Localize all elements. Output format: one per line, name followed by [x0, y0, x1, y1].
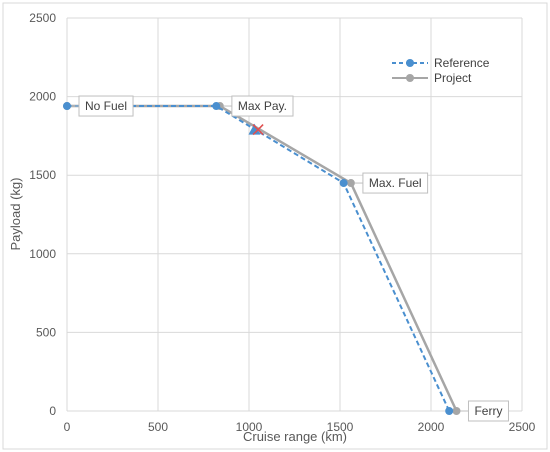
triangle-marker: [248, 123, 261, 135]
annotation-label: Max Pay.: [238, 99, 287, 113]
x-tick-label: 0: [64, 420, 71, 434]
data-point-reference: [445, 407, 454, 415]
series-group: [63, 102, 461, 415]
x-tick-label: 1000: [236, 420, 263, 434]
legend-swatch-marker: [406, 74, 414, 82]
y-tick-label: 1500: [29, 168, 56, 182]
y-tick-label: 2000: [29, 90, 56, 104]
x-tick-label: 500: [148, 420, 168, 434]
annotation-callout: Max. Fuel: [354, 172, 429, 194]
cross-marker: [252, 124, 264, 136]
series-line-reference: [67, 105, 451, 412]
data-point-project: [452, 407, 461, 415]
annotation-group: No Fuel Max Pay. Max. Fuel Ferry: [71, 95, 509, 422]
annotation-label: Ferry: [474, 404, 502, 418]
legend-item-reference: Reference: [392, 56, 490, 70]
y-tick-label: 500: [36, 325, 56, 339]
cross-stroke: [252, 124, 264, 136]
y-axis-title: Payload (kg): [8, 178, 23, 251]
annotation-label: No Fuel: [85, 99, 127, 113]
x-tick-label: 1500: [327, 420, 354, 434]
data-point-reference: [339, 179, 348, 188]
x-tick-labels: 0 500 1000 1500 2000 2500: [64, 420, 536, 434]
y-tick-label: 0: [49, 404, 56, 418]
annotation-label: Max. Fuel: [369, 176, 422, 190]
legend-item-project: Project: [392, 71, 472, 85]
y-tick-labels: 0 500 1000 1500 2000 2500: [29, 11, 56, 418]
legend-label: Project: [434, 71, 472, 85]
marker-group: [248, 123, 264, 136]
data-point-project: [346, 179, 355, 188]
data-point-reference: [63, 102, 71, 111]
annotation-callout: Max Pay.: [223, 95, 294, 117]
x-tick-label: 2500: [509, 420, 536, 434]
x-axis-title: Cruise range (km): [243, 429, 347, 444]
legend-swatch-marker: [406, 59, 414, 67]
data-point-reference: [212, 102, 221, 111]
y-tick-label: 2500: [29, 11, 56, 25]
x-tick-label: 2000: [418, 420, 445, 434]
y-tick-label: 1000: [29, 247, 56, 261]
annotation-callout: Ferry: [460, 400, 509, 422]
legend-label: Reference: [434, 56, 490, 70]
annotation-callout: No Fuel: [71, 95, 134, 117]
